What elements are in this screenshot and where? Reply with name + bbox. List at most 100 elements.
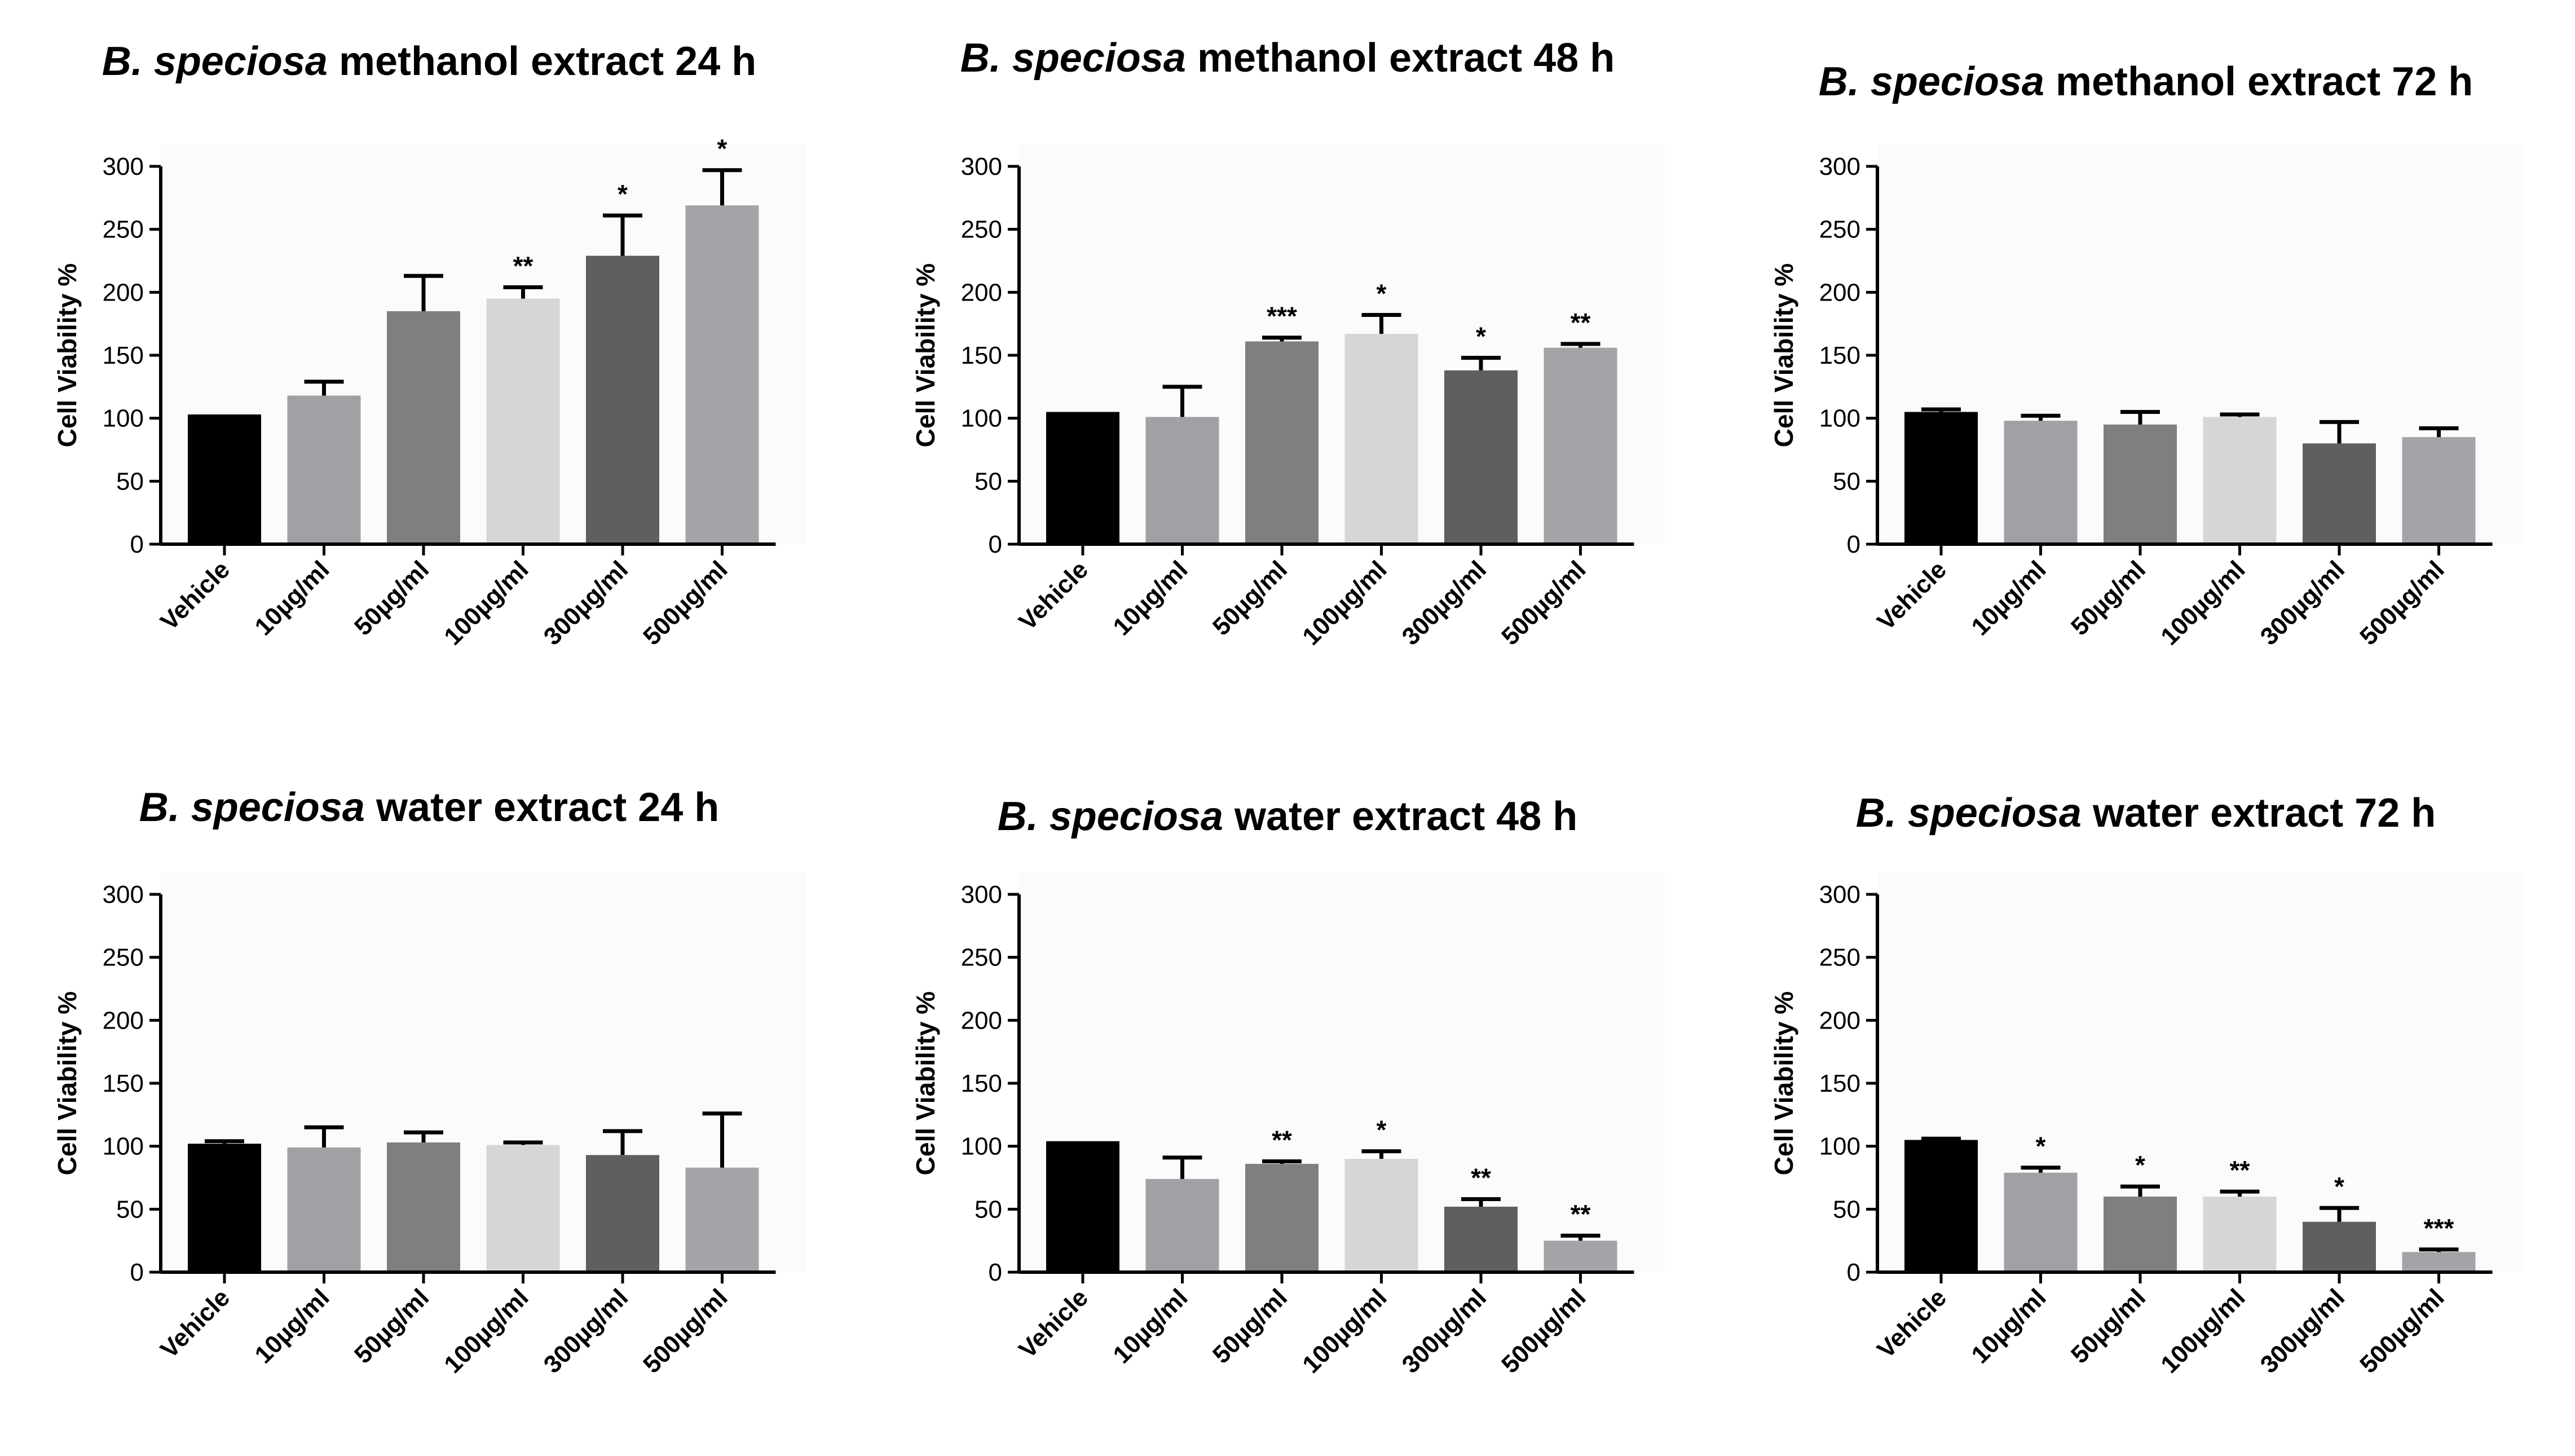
x-tick-label: 10µg/ml xyxy=(1108,1283,1193,1369)
y-tick-label: 300 xyxy=(103,881,144,908)
significance-label: * xyxy=(1476,321,1486,351)
significance-label: ** xyxy=(2230,1155,2250,1185)
x-tick-label: Vehicle xyxy=(155,1283,235,1364)
significance-label: *** xyxy=(1267,302,1297,331)
title-rest: methanol extract 48 h xyxy=(1197,36,1615,81)
x-tick-label: 300µg/ml xyxy=(2255,555,2350,650)
chart-panel-methanol-72h: B. speciosa methanol extract 72 h 0 50 100… xyxy=(1717,0,2575,728)
x-tick-label: 100µg/ml xyxy=(1297,555,1392,650)
bar xyxy=(2004,421,2078,544)
y-tick-label: 200 xyxy=(1819,1007,1860,1034)
y-tick-label: 150 xyxy=(103,342,144,369)
bar xyxy=(188,1144,261,1272)
y-tick-label: 100 xyxy=(1819,1133,1860,1161)
panel-title: B. speciosa water extract 24 h xyxy=(0,784,858,831)
y-tick-label: 300 xyxy=(961,881,1002,908)
panel-title: B. speciosa water extract 48 h xyxy=(858,793,1717,840)
significance-label: *** xyxy=(2424,1214,2454,1243)
x-tick-label: 50µg/ml xyxy=(349,555,434,641)
bar xyxy=(586,1155,659,1272)
title-species: B. speciosa xyxy=(997,794,1223,839)
y-tick-label: 150 xyxy=(961,342,1002,369)
x-tick-label: 50µg/ml xyxy=(2066,1283,2151,1369)
bar-chart: 0 50 100 150 200 250 300 Cell Viability % Vehicl… xyxy=(911,872,1665,1379)
bar xyxy=(1245,1163,1319,1272)
chart-panel-methanol-24h: B. speciosa methanol extract 24 h 0 50 100… xyxy=(0,0,858,728)
x-tick-label: Vehicle xyxy=(155,555,235,636)
bar xyxy=(1904,1140,1978,1272)
bar xyxy=(2203,1197,2277,1272)
x-tick-label: 50µg/ml xyxy=(2066,555,2151,641)
x-tick-label: 100µg/ml xyxy=(2155,1283,2250,1378)
significance-label: * xyxy=(2334,1172,2344,1201)
bar-chart: 0 50 100 150 200 250 300 Cell Viability % Vehicl… xyxy=(52,872,806,1379)
bar xyxy=(486,298,560,544)
y-axis-label: Cell Viability % xyxy=(911,991,940,1175)
bar xyxy=(1904,412,1978,544)
bar xyxy=(188,414,261,544)
y-tick-label: 200 xyxy=(961,1007,1002,1034)
x-tick-label: 300µg/ml xyxy=(1397,1283,1492,1378)
panel-title: B. speciosa methanol extract 72 h xyxy=(1717,59,2575,105)
bar xyxy=(2203,417,2277,544)
y-tick-label: 200 xyxy=(103,279,144,306)
significance-label: ** xyxy=(1571,1199,1591,1229)
x-tick-label: 100µg/ml xyxy=(2155,555,2250,650)
title-rest: water extract 24 h xyxy=(376,785,720,830)
x-tick-label: 500µg/ml xyxy=(1496,555,1591,650)
bar xyxy=(1046,1141,1119,1272)
bar xyxy=(2402,437,2476,544)
x-tick-label: 50µg/ml xyxy=(1207,1283,1293,1369)
panel-title: B. speciosa water extract 72 h xyxy=(1717,790,2575,836)
bar xyxy=(1145,1179,1219,1272)
y-tick-label: 200 xyxy=(961,279,1002,306)
y-tick-label: 150 xyxy=(1819,1070,1860,1097)
bar xyxy=(1145,417,1219,544)
y-axis-label: Cell Viability % xyxy=(52,263,82,447)
title-rest: methanol extract 72 h xyxy=(2055,59,2473,104)
x-tick-label: 300µg/ml xyxy=(1397,555,1492,650)
y-tick-label: 300 xyxy=(103,153,144,180)
y-tick-label: 50 xyxy=(116,1195,144,1223)
bar xyxy=(1344,1159,1418,1272)
y-tick-label: 0 xyxy=(989,531,1002,558)
y-tick-label: 250 xyxy=(1819,944,1860,972)
y-tick-label: 300 xyxy=(1819,153,1860,180)
significance-label: * xyxy=(1377,1115,1387,1145)
x-tick-label: Vehicle xyxy=(1872,1283,1952,1364)
bar xyxy=(1245,341,1319,544)
y-axis-label: Cell Viability % xyxy=(52,991,82,1175)
bar-chart: 0 50 100 150 200 250 300 Cell Viability % Vehicl… xyxy=(911,144,1665,651)
y-tick-label: 250 xyxy=(961,216,1002,244)
panel-title: B. speciosa methanol extract 48 h xyxy=(858,35,1717,81)
title-species: B. speciosa xyxy=(102,39,328,84)
panel-title: B. speciosa methanol extract 24 h xyxy=(0,38,858,85)
chart-panel-water-72h: B. speciosa water extract 72 h 0 50 100 150… xyxy=(1717,728,2575,1456)
x-tick-label: 500µg/ml xyxy=(1496,1283,1591,1378)
y-tick-label: 300 xyxy=(1819,881,1860,908)
significance-label: ** xyxy=(1471,1163,1491,1192)
y-axis-label: Cell Viability % xyxy=(911,263,940,447)
bar xyxy=(2004,1172,2078,1272)
y-tick-label: 0 xyxy=(130,1259,144,1286)
bar xyxy=(685,1167,759,1272)
bar xyxy=(586,255,659,544)
plot-area xyxy=(1877,872,2523,1272)
x-tick-label: 300µg/ml xyxy=(539,555,633,650)
y-tick-label: 150 xyxy=(961,1070,1002,1097)
title-rest: water extract 72 h xyxy=(2092,791,2436,836)
title-species: B. speciosa xyxy=(1855,791,2082,836)
y-tick-label: 50 xyxy=(975,467,1002,495)
bar xyxy=(2303,443,2376,544)
y-tick-label: 250 xyxy=(961,944,1002,972)
bar-chart: 0 50 100 150 200 250 300 Cell Viability % Vehicl… xyxy=(1769,144,2523,651)
bar xyxy=(2104,424,2177,544)
y-tick-label: 200 xyxy=(1819,279,1860,306)
y-tick-label: 50 xyxy=(975,1195,1002,1223)
bar xyxy=(287,395,361,544)
y-axis-label: Cell Viability % xyxy=(1769,263,1798,447)
significance-label: * xyxy=(1377,279,1387,308)
title-rest: water extract 48 h xyxy=(1234,794,1578,839)
significance-label: ** xyxy=(1571,308,1591,337)
y-tick-label: 200 xyxy=(103,1007,144,1034)
